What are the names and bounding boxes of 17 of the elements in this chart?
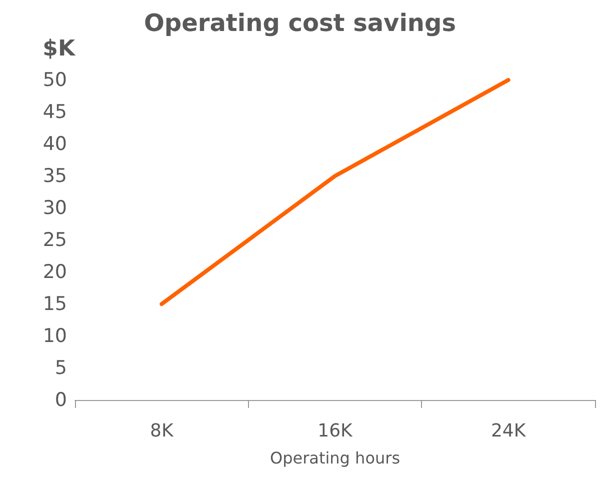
y-tick-label: 25: [42, 229, 67, 251]
x-tick-label: 24K: [490, 420, 527, 442]
x-tick-label: 8K: [150, 420, 174, 442]
y-tick-label: 15: [42, 293, 67, 315]
chart-title: Operating cost savings: [144, 9, 456, 37]
x-tick-label: 16K: [318, 420, 354, 442]
y-tick-label: 10: [42, 325, 67, 347]
y-tick-label: 30: [42, 197, 67, 219]
y-tick-label: 40: [42, 133, 67, 155]
y-tick-label: 5: [54, 357, 67, 379]
y-tick-label: 50: [42, 69, 67, 91]
y-axis-title: $K: [42, 36, 76, 62]
x-axis-title: Operating hours: [270, 448, 400, 468]
y-tick-label: 45: [42, 101, 67, 123]
y-tick-label: 35: [42, 165, 67, 187]
y-tick-label: 0: [54, 389, 67, 411]
y-tick-label: 20: [42, 261, 67, 283]
